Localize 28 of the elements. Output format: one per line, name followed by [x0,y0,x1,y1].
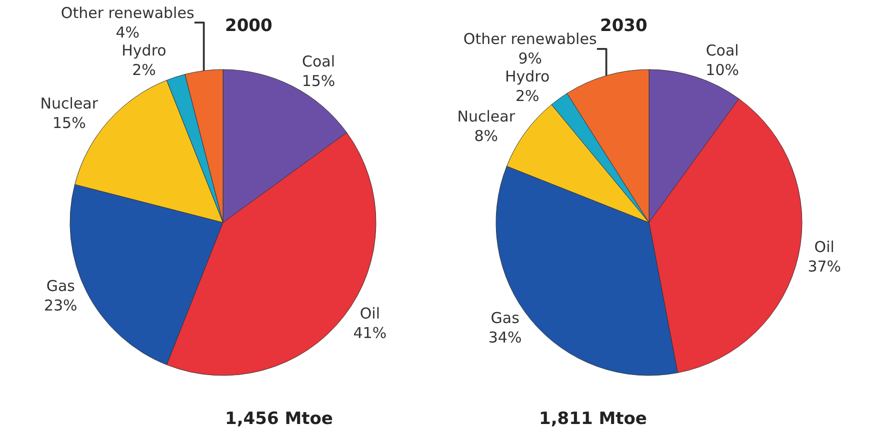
data-label: 9% [518,50,542,68]
slice-label: Nuclear [457,107,516,126]
data-label: 10% [706,60,739,79]
slice-label: Other renewables [60,4,194,22]
data-label: 2% [515,87,540,106]
data-label: 15% [302,72,336,90]
data-label: 34% [488,328,522,346]
text: 1,456 Mtoe [225,409,333,429]
data-label: 8% [474,126,498,145]
slice-label: Other renewables [463,30,597,48]
data-label: 2% [132,60,156,79]
data-label: 41% [353,324,387,342]
slice-label: Oil [360,304,380,323]
data-label: 23% [44,296,78,315]
data-label: 4% [116,23,140,42]
data-label: 37% [808,258,842,276]
slice-label: Coal [302,52,336,71]
text: 2000 [225,16,272,36]
slice-label: Gas [46,277,76,296]
chart-title: 2030 [600,16,648,36]
slice-label: Hydro [504,68,550,86]
slice-label: Coal [706,41,739,60]
slice-label: Hydro [122,41,166,60]
slice-label: Oil [814,238,834,256]
data-label: 15% [52,114,86,132]
slice-label: Gas [490,308,520,327]
text: 1,811 Mtoe [539,409,647,429]
slice-label: Nuclear [40,94,99,112]
